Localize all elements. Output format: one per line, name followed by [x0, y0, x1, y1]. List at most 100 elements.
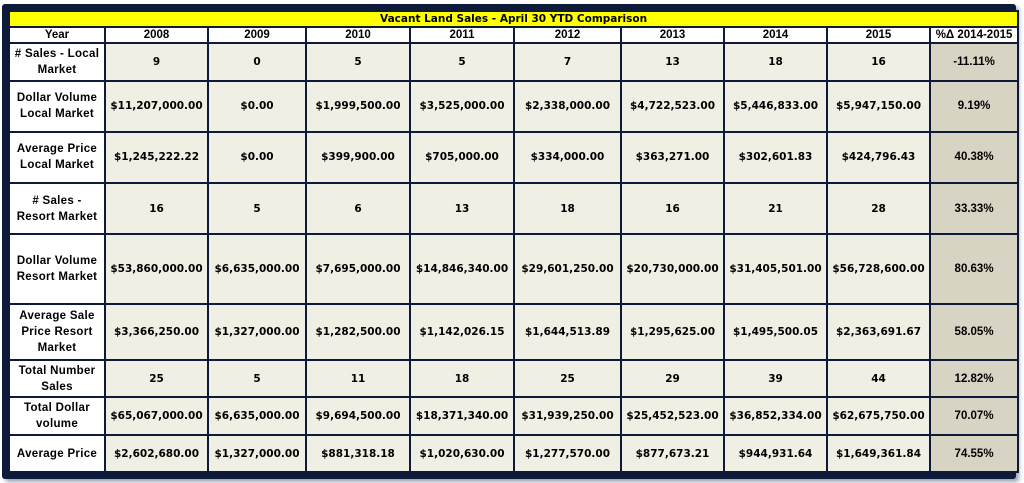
value-cell: 28	[826, 181, 931, 236]
row-label: Average Sale Price Resort Market	[8, 303, 106, 361]
value-cell: 21	[723, 181, 828, 236]
row-label: Dollar Volume Local Market	[8, 79, 106, 133]
title-row: Vacant Land Sales - April 30 YTD Compari…	[7, 10, 1020, 28]
value-cell: 44	[826, 358, 931, 399]
pct-change-cell: 80.63%	[928, 233, 1020, 306]
value-cell: 39	[723, 358, 828, 399]
pct-change-cell: 74.55%	[928, 434, 1020, 473]
value-cell: $881,318.18	[305, 434, 411, 473]
header-row: Year 2008 2009 2010 2011 2012 2013 2014 2015 %Δ 2…	[8, 26, 1020, 44]
value-cell: $705,000.00	[409, 130, 515, 185]
value-cell: $20,730,000.00	[620, 233, 725, 306]
row-label: Average Price Local Market	[8, 130, 106, 185]
value-cell: 0	[207, 42, 307, 82]
value-cell: $1,644,513.89	[513, 303, 622, 361]
value-cell: $18,371,340.00	[409, 396, 515, 437]
pct-change-cell: 9.19%	[928, 79, 1020, 133]
value-cell: $6,635,000.00	[207, 396, 307, 437]
value-cell: $9,694,500.00	[305, 396, 411, 437]
value-cell: $1,277,570.00	[513, 434, 622, 473]
table-row: # Sales - Local Market 9 0 5 5 7 13 18 16 -11.11%	[8, 42, 1020, 82]
value-cell: $2,338,000.00	[513, 79, 622, 133]
column-header-2015: 2015	[826, 26, 931, 44]
column-header-2011: 2011	[409, 26, 515, 44]
value-cell: $1,282,500.00	[305, 303, 411, 361]
value-cell: 5	[409, 42, 515, 82]
column-header-2010: 2010	[305, 26, 411, 44]
table-frame: Vacant Land Sales - April 30 YTD Compari…	[2, 4, 1020, 479]
value-cell: 16	[104, 181, 209, 236]
value-cell: $5,947,150.00	[826, 79, 931, 133]
row-label: # Sales - Local Market	[8, 42, 106, 82]
value-cell: $877,673.21	[620, 434, 725, 473]
value-cell: 25	[104, 358, 209, 399]
value-cell: $11,207,000.00	[104, 79, 209, 133]
value-cell: $0.00	[207, 130, 307, 185]
column-header-pct-change: %Δ 2014-2015	[928, 26, 1020, 44]
value-cell: 5	[207, 358, 307, 399]
value-cell: $1,327,000.00	[207, 303, 307, 361]
value-cell: 5	[305, 42, 411, 82]
table-row: # Sales - Resort Market 16 5 6 13 18 16 21 28 33.…	[8, 181, 1020, 236]
value-cell: $6,635,000.00	[207, 233, 307, 306]
column-header-2014: 2014	[723, 26, 828, 44]
value-cell: $1,495,500.05	[723, 303, 828, 361]
value-cell: $3,525,000.00	[409, 79, 515, 133]
pct-change-cell: -11.11%	[928, 42, 1020, 82]
value-cell: 13	[620, 42, 725, 82]
pct-change-cell: 12.82%	[928, 358, 1020, 399]
table-row: Total Dollar volume $65,067,000.00 $6,635,…	[8, 396, 1020, 437]
value-cell: $1,999,500.00	[305, 79, 411, 133]
value-cell: $65,067,000.00	[104, 396, 209, 437]
value-cell: $1,649,361.84	[826, 434, 931, 473]
value-cell: $424,796.43	[826, 130, 931, 185]
table-row: Dollar Volume Resort Market $53,860,000.0…	[8, 233, 1020, 306]
value-cell: 18	[513, 181, 622, 236]
table-title: Vacant Land Sales - April 30 YTD Compari…	[7, 10, 1020, 28]
column-header-year: Year	[8, 26, 106, 44]
value-cell: $3,366,250.00	[104, 303, 209, 361]
column-header-2013: 2013	[620, 26, 725, 44]
value-cell: $25,452,523.00	[620, 396, 725, 437]
value-cell: $36,852,334.00	[723, 396, 828, 437]
value-cell: $1,245,222.22	[104, 130, 209, 185]
row-label: Dollar Volume Resort Market	[8, 233, 106, 306]
value-cell: 25	[513, 358, 622, 399]
value-cell: 5	[207, 181, 307, 236]
row-label: Total Dollar volume	[8, 396, 106, 437]
column-header-2012: 2012	[513, 26, 622, 44]
pct-change-cell: 40.38%	[928, 130, 1020, 185]
pct-change-cell: 58.05%	[928, 303, 1020, 361]
table-row: Dollar Volume Local Market $11,207,000.00…	[8, 79, 1020, 133]
value-cell: 16	[620, 181, 725, 236]
value-cell: 18	[723, 42, 828, 82]
value-cell: 13	[409, 181, 515, 236]
value-cell: $56,728,600.00	[826, 233, 931, 306]
value-cell: $1,020,630.00	[409, 434, 515, 473]
table-inner: Vacant Land Sales - April 30 YTD Compari…	[7, 10, 1020, 473]
value-cell: $363,271.00	[620, 130, 725, 185]
value-cell: $334,000.00	[513, 130, 622, 185]
row-label: Average Price	[8, 434, 106, 473]
value-cell: $4,722,523.00	[620, 79, 725, 133]
value-cell: $2,363,691.67	[826, 303, 931, 361]
value-cell: 18	[409, 358, 515, 399]
value-cell: $1,295,625.00	[620, 303, 725, 361]
value-cell: $31,405,501.00	[723, 233, 828, 306]
value-cell: $29,601,250.00	[513, 233, 622, 306]
value-cell: $0.00	[207, 79, 307, 133]
value-cell: $5,446,833.00	[723, 79, 828, 133]
value-cell: 7	[513, 42, 622, 82]
value-cell: $53,860,000.00	[104, 233, 209, 306]
value-cell: 9	[104, 42, 209, 82]
table-body: # Sales - Local Market 9 0 5 5 7 13 18 16 -11.11%…	[8, 42, 1020, 473]
value-cell: $14,846,340.00	[409, 233, 515, 306]
table-row: Total Number Sales 25 5 11 18 25 29 39 44 12.82%	[8, 358, 1020, 399]
value-cell: $7,695,000.00	[305, 233, 411, 306]
table-row: Average Price $2,602,680.00 $1,327,000.00 $…	[8, 434, 1020, 473]
row-label: Total Number Sales	[8, 358, 106, 399]
pct-change-cell: 70.07%	[928, 396, 1020, 437]
table-row: Average Sale Price Resort Market $3,366,2…	[8, 303, 1020, 361]
value-cell: 11	[305, 358, 411, 399]
vacant-land-sales-table: Vacant Land Sales - April 30 YTD Compari…	[7, 10, 1020, 473]
